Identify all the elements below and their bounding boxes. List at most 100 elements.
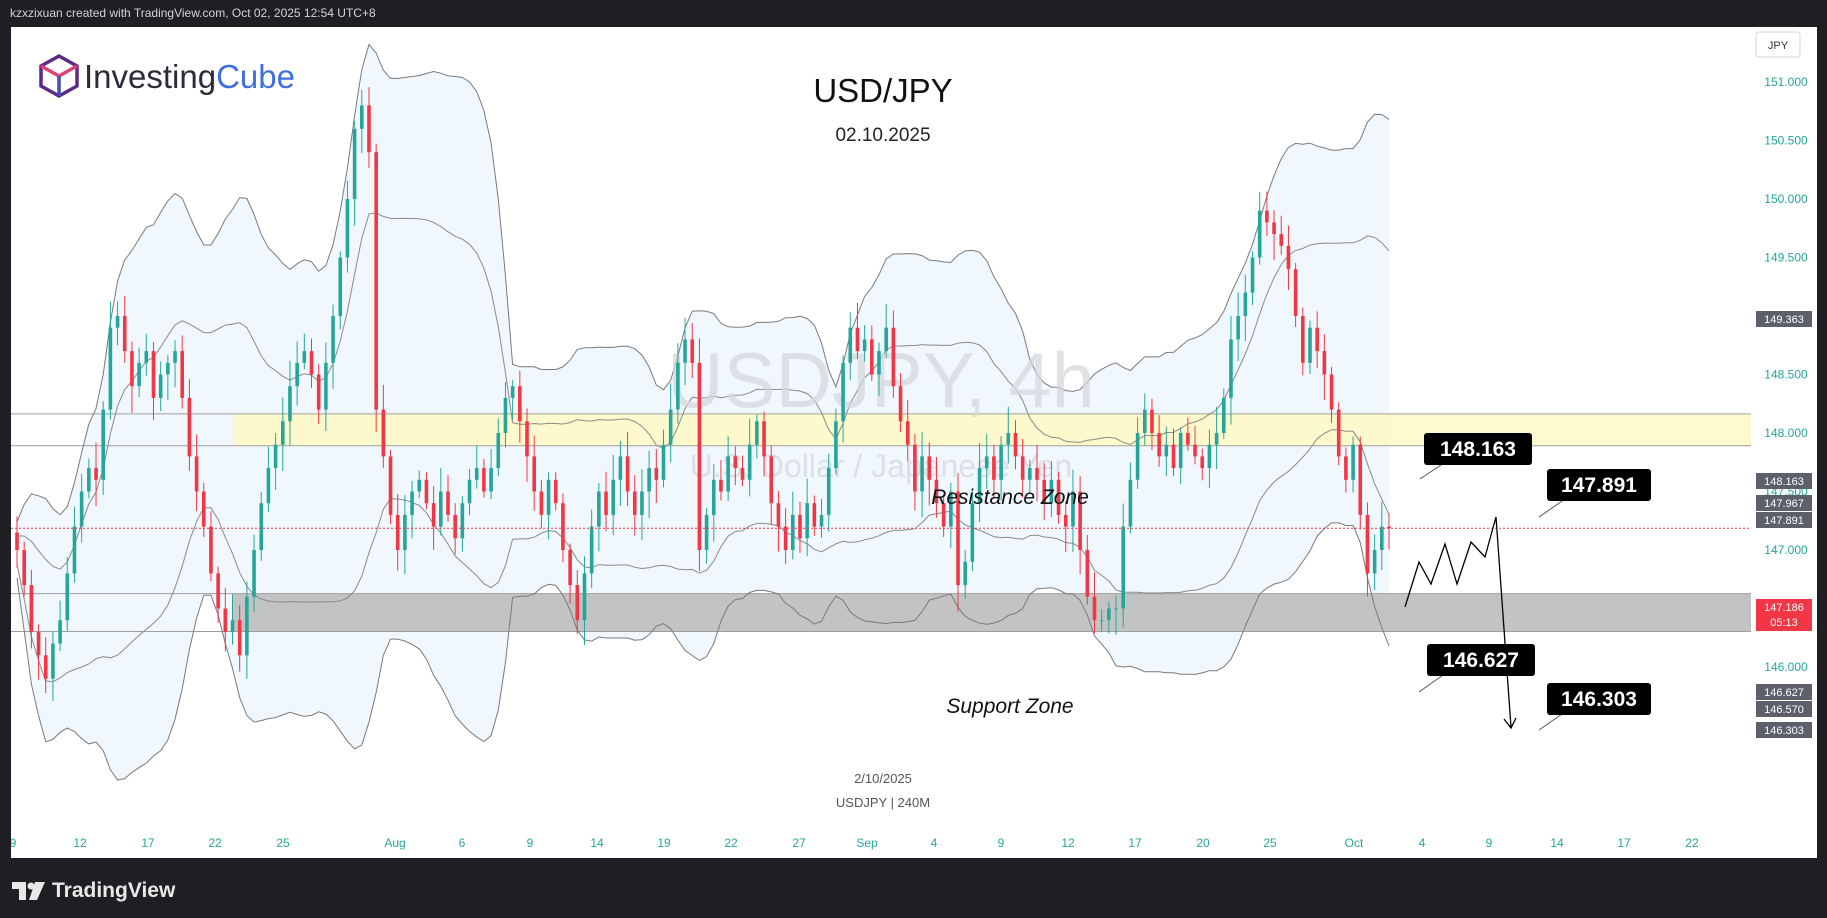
candle	[984, 433, 989, 489]
candle-body	[130, 351, 134, 387]
candle-body	[194, 456, 199, 492]
candle	[1257, 191, 1262, 265]
candle	[1085, 534, 1090, 605]
candle-body	[690, 339, 695, 363]
candle	[697, 338, 702, 572]
candle	[122, 296, 127, 363]
candle-body	[826, 468, 831, 515]
candle	[855, 302, 860, 360]
candle-body	[29, 585, 34, 632]
candle-body	[1365, 514, 1370, 574]
candle	[1301, 307, 1305, 376]
price-tag: 146.627	[1756, 684, 1812, 700]
candle-body	[1013, 433, 1018, 457]
candle	[1372, 534, 1377, 591]
candle	[956, 473, 960, 612]
candle	[166, 355, 170, 400]
candle	[783, 508, 788, 565]
time-axis[interactable]: 9 12 17 22 25 Aug 6 9 14 19 22 27 Sep 4 9 12 17 20 25 Oct 4 9…	[11, 836, 1699, 850]
candle-body	[640, 491, 644, 515]
candle-body	[122, 316, 127, 352]
candle	[898, 373, 903, 433]
candle	[1092, 572, 1097, 634]
candle-body	[1229, 339, 1233, 398]
candle-body	[158, 374, 163, 398]
candle-body	[668, 409, 673, 445]
candle	[1049, 461, 1054, 518]
candle-body	[661, 444, 666, 480]
candle	[1221, 388, 1226, 439]
price-axis[interactable]: 151.000150.500150.000149.500149.000148.5…	[1764, 75, 1808, 674]
candle-body	[15, 532, 19, 550]
candle-body	[984, 456, 989, 469]
candle-body	[173, 351, 177, 363]
candle-body	[467, 479, 472, 504]
candle	[1279, 215, 1284, 255]
candle	[1006, 406, 1011, 464]
chart-frame[interactable]: USDJPY, 4h U.S. Dollar / Japanese Yen Re…	[11, 27, 1817, 858]
candle-body	[1200, 456, 1205, 469]
candle	[841, 355, 845, 443]
x-tick-label: 4	[1419, 836, 1426, 850]
candle-body	[654, 468, 659, 480]
candle-body	[1380, 526, 1384, 550]
candle-body	[79, 491, 84, 527]
candle	[934, 457, 939, 518]
support-zone[interactable]	[233, 593, 1751, 632]
candle	[719, 460, 723, 501]
candle-body	[676, 362, 680, 410]
callout-148163[interactable]: 148.163	[1419, 433, 1532, 480]
candle	[446, 475, 450, 522]
tradingview-logo[interactable]: TradingView	[12, 879, 176, 902]
x-tick-label: 9	[527, 836, 534, 850]
x-tick-label: 22	[208, 836, 222, 850]
candle-body	[1193, 444, 1197, 457]
callout-146627[interactable]: 146.627	[1418, 644, 1535, 693]
callout-147891[interactable]: 147.891	[1538, 469, 1651, 518]
candle-body	[992, 456, 996, 480]
candle	[1063, 501, 1068, 552]
candle	[747, 418, 752, 497]
price-chart[interactable]: USDJPY, 4h U.S. Dollar / Japanese Yen Re…	[11, 27, 1817, 858]
candle	[1236, 292, 1240, 362]
candle	[625, 431, 630, 507]
candle-body	[1092, 596, 1097, 621]
candle	[51, 631, 55, 702]
candle	[1322, 334, 1327, 401]
candle-body	[496, 433, 501, 469]
candle-body	[740, 468, 745, 480]
candle	[288, 360, 292, 446]
candle	[431, 486, 436, 550]
candle-body	[316, 374, 321, 410]
price-tag: 147.967	[1756, 495, 1812, 511]
y-tick-label: 151.000	[1764, 75, 1808, 89]
callout-146303[interactable]: 146.303	[1538, 683, 1651, 731]
candle	[266, 446, 271, 512]
y-tick-label: 147.000	[1764, 543, 1808, 557]
bottom-date: 2/10/2025	[854, 771, 912, 786]
candle	[209, 511, 213, 582]
candle-body	[1301, 316, 1305, 363]
candle	[252, 534, 256, 612]
candle-body	[999, 444, 1003, 480]
candle-body	[345, 199, 350, 258]
candle	[230, 594, 235, 645]
candle-body	[561, 503, 565, 550]
candles-group	[15, 87, 1391, 702]
currency-box[interactable]: JPY	[1755, 31, 1801, 58]
candle	[1351, 436, 1355, 493]
candle-body	[1142, 409, 1147, 433]
candle	[1071, 469, 1075, 552]
candle	[381, 384, 386, 468]
candle	[338, 251, 343, 330]
candle	[776, 490, 781, 552]
candle	[913, 434, 917, 511]
candle	[589, 509, 594, 589]
candle	[1214, 406, 1219, 469]
candle-body	[790, 514, 795, 550]
tradingview-brand: TradingView	[52, 879, 176, 902]
x-tick-label: 6	[459, 836, 466, 850]
price-tag-bg	[1756, 311, 1812, 327]
candle-body	[1085, 550, 1090, 597]
candle	[496, 418, 501, 477]
